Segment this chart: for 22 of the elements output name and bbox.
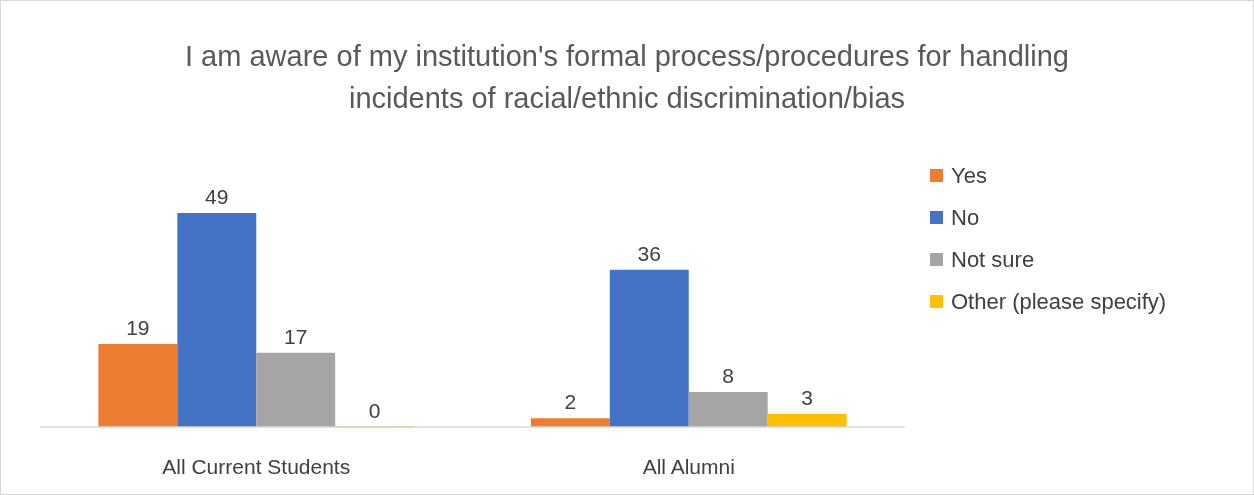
data-label: 36	[637, 241, 661, 265]
bar	[256, 352, 336, 427]
legend-label: Other (please specify)	[951, 289, 1167, 314]
data-label: 19	[126, 316, 150, 340]
data-label: 49	[205, 185, 229, 208]
bar	[767, 413, 847, 427]
legend-label: Not sure	[951, 247, 1035, 272]
data-label: 2	[564, 390, 577, 414]
bar	[609, 269, 689, 427]
chart-title: I am aware of my institution's formal process/procedures for handling incidents of racial/ethnic discrimination/bias	[185, 40, 1069, 114]
bar	[177, 213, 257, 427]
bar	[530, 418, 610, 427]
data-label: 3	[801, 385, 813, 409]
bar	[688, 392, 768, 427]
x-tick-label: All Alumni	[642, 455, 735, 478]
data-label: 0	[368, 399, 381, 422]
legend-label: Yes	[951, 163, 987, 188]
legend-label: No	[951, 205, 980, 230]
x-tick-label: All Current Students	[162, 455, 351, 478]
bar	[98, 344, 178, 427]
data-label: 8	[722, 364, 735, 388]
data-label: 17	[284, 324, 308, 348]
